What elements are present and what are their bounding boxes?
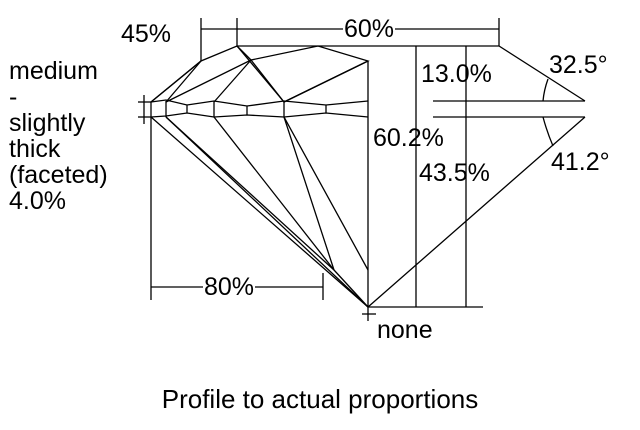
girdle-text-line: 4.0% <box>9 187 66 215</box>
pavilion-angle-label: 41.2° <box>551 148 610 176</box>
girdle-text-line: - <box>9 83 18 111</box>
pavilion-facet <box>213 116 335 271</box>
pavilion-depth-label: 43.5% <box>419 159 490 187</box>
pavilion-facet <box>283 116 369 271</box>
girdle-text-line: (faceted) <box>9 161 108 189</box>
girdle-facets-top <box>150 99 369 107</box>
culet-label: none <box>377 316 433 344</box>
crown-facet <box>236 45 285 103</box>
crown-height-label: 13.0% <box>421 60 492 88</box>
lower-half-percent-label: 80% <box>203 273 256 301</box>
girdle-text-line: medium <box>9 57 98 85</box>
pavilion-facet <box>165 116 369 308</box>
pavilion-facet <box>333 269 369 308</box>
girdle-text-line: slightly <box>9 109 86 137</box>
crown-facets <box>165 60 202 103</box>
crown-facets <box>165 45 370 103</box>
crown-facet <box>150 60 202 103</box>
crown-facet <box>283 60 369 103</box>
table-percent-label: 60% <box>343 15 396 43</box>
crown-facet <box>213 59 252 103</box>
crown-angle-percent-label: 45% <box>121 20 172 48</box>
girdle-facets-bottom <box>150 112 369 118</box>
girdle-thickness-label: medium - slightly thick (faceted) 4.0% <box>9 58 108 214</box>
pavilion-facet <box>283 116 335 271</box>
girdle-text-line: thick <box>9 135 61 163</box>
total-depth-label: 60.2% <box>373 124 444 152</box>
pavilion-angle-arc <box>542 116 554 147</box>
crown-angle-label: 32.5° <box>549 51 608 79</box>
crown-angle-arc <box>542 78 549 102</box>
caption: Profile to actual proportions <box>161 384 479 414</box>
